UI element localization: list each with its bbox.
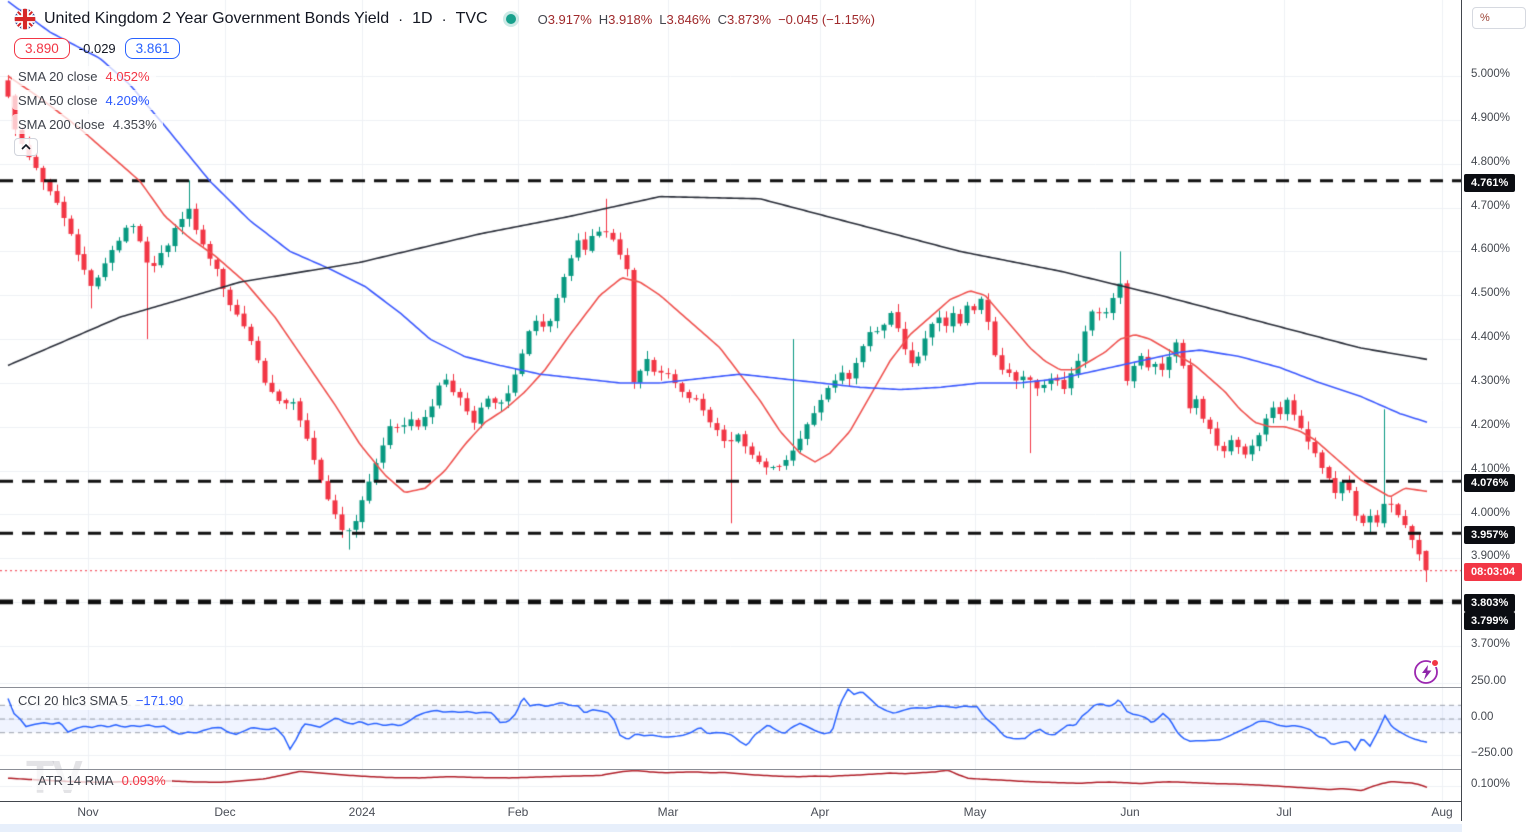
title-separator: ·	[441, 10, 447, 28]
chevron-up-icon	[20, 142, 32, 152]
low-label: L	[659, 11, 667, 27]
axis-price-label: 4.800%	[1471, 156, 1511, 168]
market-status-dot-icon[interactable]	[505, 14, 516, 24]
atr-label: ATR 14 RMA	[38, 772, 114, 788]
sma50-value: 4.209%	[105, 92, 150, 108]
time-axis-label: Jul	[1276, 805, 1292, 819]
bottom-panel-edge	[0, 824, 1537, 832]
legend-row-sma20[interactable]: SMA 20 close 4.052%	[12, 66, 156, 86]
ohlc-readout: O3.917% H3.918% L3.846% C3.873% −0.045 (…	[538, 12, 875, 27]
lightning-bolt-icon	[1422, 665, 1432, 680]
price-axis-border	[1461, 0, 1462, 821]
price-axis[interactable]: % 5.000% 4.900% 4.800% 4.700% 4.600% 4.500% 4.…	[1462, 0, 1537, 832]
percent-scale-button[interactable]: %	[1472, 7, 1526, 29]
exchange-label[interactable]: TVC	[455, 10, 488, 27]
bid-button[interactable]: 3.890	[14, 37, 70, 59]
close-label: C	[717, 11, 727, 27]
sma20-label: SMA 20 close	[18, 68, 98, 84]
axis-price-label: 3.700%	[1471, 638, 1511, 650]
symbol-title[interactable]: United Kingdom 2 Year Government Bonds Y…	[44, 10, 390, 27]
price-level-badge: 3.957%	[1464, 526, 1516, 544]
close-value: 3.873%	[726, 11, 772, 27]
axis-price-label: 0.00	[1471, 711, 1494, 723]
price-level-badge: 3.799%	[1464, 612, 1516, 630]
axis-price-label: 4.500%	[1471, 287, 1511, 299]
bid-ask-change: -0.029	[78, 40, 116, 56]
high-label: H	[598, 11, 609, 27]
legend-row-atr[interactable]: ATR 14 RMA 0.093%	[32, 770, 172, 790]
axis-price-label: 3.900%	[1471, 550, 1511, 562]
pane-separator-main-cci[interactable]	[0, 687, 1537, 688]
axis-price-label: 250.00	[1471, 675, 1507, 687]
axis-price-label: 4.200%	[1471, 419, 1511, 431]
legend-row-sma200[interactable]: SMA 200 close 4.353%	[12, 114, 163, 134]
time-axis-border	[0, 801, 1461, 802]
open-value: 3.917%	[547, 11, 592, 27]
time-axis-label: May	[963, 805, 987, 819]
symbol-header: United Kingdom 2 Year Government Bonds Y…	[14, 6, 875, 32]
legend-collapse-button[interactable]	[14, 138, 38, 156]
time-axis-label: Feb	[507, 805, 529, 819]
uk-flag-icon	[14, 8, 36, 30]
axis-price-label: 4.700%	[1471, 200, 1511, 212]
legend-row-sma50[interactable]: SMA 50 close 4.209%	[12, 90, 156, 110]
atr-value: 0.093%	[121, 772, 166, 788]
cci-label: CCI 20 hlc3 SMA 5	[18, 692, 128, 708]
change-value: −0.045 (−1.15%)	[778, 11, 875, 27]
time-axis-label: Dec	[214, 805, 236, 819]
time-axis-label: 2024	[348, 805, 376, 819]
cci-value: −171.90	[135, 692, 184, 708]
axis-price-label: 0.100%	[1471, 778, 1511, 790]
sma200-label: SMA 200 close	[18, 116, 105, 132]
time-axis-label: Apr	[810, 805, 830, 819]
axis-price-label: 4.300%	[1471, 375, 1511, 387]
sma200-value: 4.353%	[112, 116, 157, 132]
sma50-label: SMA 50 close	[18, 92, 98, 108]
price-level-badge: 4.076%	[1464, 474, 1516, 492]
flash-events-button[interactable]	[1412, 656, 1442, 686]
legend-row-cci[interactable]: CCI 20 hlc3 SMA 5 −171.90	[12, 690, 190, 710]
price-level-badge: 3.803%	[1464, 594, 1516, 612]
price-chart-canvas[interactable]	[0, 0, 1461, 801]
axis-price-label: 5.000%	[1471, 68, 1511, 80]
sma20-value: 4.052%	[105, 68, 150, 84]
open-label: O	[537, 11, 548, 27]
bid-ask-row: 3.890 -0.029 3.861	[14, 36, 181, 60]
time-axis[interactable]: Nov Dec 2024 Feb Mar Apr May Jun Jul Aug	[0, 802, 1461, 822]
axis-price-label: 4.600%	[1471, 243, 1511, 255]
low-value: 3.846%	[666, 11, 711, 27]
price-level-badge: 4.761%	[1464, 174, 1516, 192]
time-axis-label: Aug	[1431, 805, 1453, 819]
axis-price-label: 4.400%	[1471, 331, 1511, 343]
time-axis-label: Jun	[1120, 805, 1140, 819]
notification-dot-icon	[1430, 658, 1440, 668]
countdown-badge: 08:03:04	[1464, 563, 1523, 581]
time-axis-label: Mar	[657, 805, 679, 819]
axis-price-label: −250.00	[1471, 747, 1513, 759]
axis-price-label: 4.000%	[1471, 507, 1511, 519]
title-separator: ·	[398, 10, 404, 28]
time-axis-label: Nov	[77, 805, 99, 819]
axis-price-label: 4.100%	[1471, 463, 1511, 475]
pane-separator-cci-atr[interactable]	[0, 769, 1537, 770]
ask-button[interactable]: 3.861	[124, 37, 181, 59]
axis-price-label: 4.900%	[1471, 112, 1511, 124]
timeframe-label[interactable]: 1D	[412, 10, 433, 27]
high-value: 3.918%	[608, 11, 653, 27]
